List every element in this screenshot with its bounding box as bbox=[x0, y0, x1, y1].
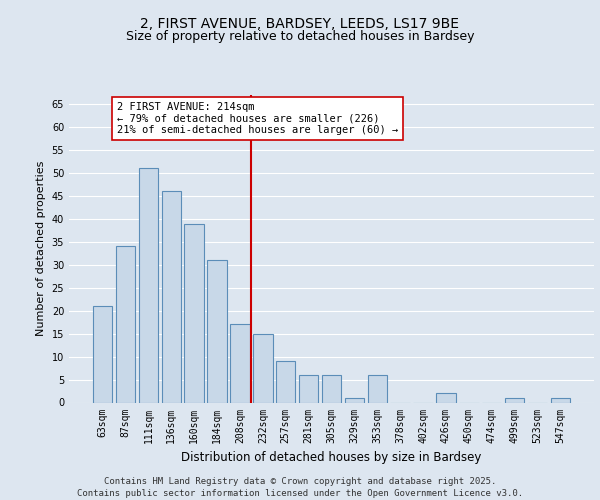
Bar bbox=[322, 375, 341, 402]
Bar bbox=[551, 398, 570, 402]
Bar bbox=[299, 375, 319, 402]
Text: Size of property relative to detached houses in Bardsey: Size of property relative to detached ho… bbox=[126, 30, 474, 43]
Bar bbox=[93, 306, 112, 402]
Bar bbox=[116, 246, 135, 402]
Bar bbox=[344, 398, 364, 402]
Bar bbox=[208, 260, 227, 402]
Bar bbox=[253, 334, 272, 402]
Bar bbox=[505, 398, 524, 402]
Text: 2 FIRST AVENUE: 214sqm
← 79% of detached houses are smaller (226)
21% of semi-de: 2 FIRST AVENUE: 214sqm ← 79% of detached… bbox=[117, 102, 398, 135]
Bar bbox=[161, 192, 181, 402]
Bar bbox=[230, 324, 250, 402]
Text: 2, FIRST AVENUE, BARDSEY, LEEDS, LS17 9BE: 2, FIRST AVENUE, BARDSEY, LEEDS, LS17 9B… bbox=[140, 18, 460, 32]
X-axis label: Distribution of detached houses by size in Bardsey: Distribution of detached houses by size … bbox=[181, 451, 482, 464]
Text: Contains HM Land Registry data © Crown copyright and database right 2025.
Contai: Contains HM Land Registry data © Crown c… bbox=[77, 476, 523, 498]
Bar bbox=[184, 224, 204, 402]
Bar bbox=[139, 168, 158, 402]
Y-axis label: Number of detached properties: Number of detached properties bbox=[36, 161, 46, 336]
Bar bbox=[436, 394, 455, 402]
Bar bbox=[368, 375, 387, 402]
Bar bbox=[276, 361, 295, 403]
